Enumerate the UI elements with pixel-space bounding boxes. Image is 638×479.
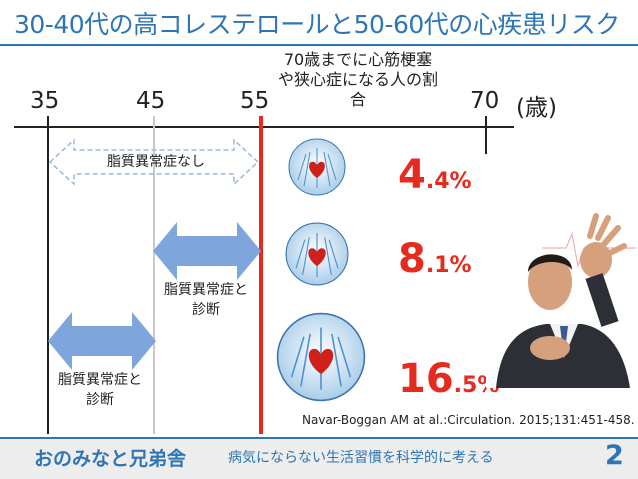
label-diagnosed-45: 脂質異常症と診断 <box>164 282 248 318</box>
brand-name: おのみなと兄弟舎 <box>34 448 187 470</box>
timeline-axis <box>14 126 514 128</box>
footer-divider <box>0 437 638 439</box>
label-no-dyslipidemia: 脂質異常症なし <box>107 154 205 170</box>
arrow-diagnosed-45 <box>153 222 261 280</box>
tick-label-55: 55 <box>240 88 270 114</box>
arrow-no-dyslipidemia <box>48 138 260 186</box>
footer-tagline: 病気にならない生活習慣を科学的に考える <box>228 450 494 466</box>
chest-pain-photo <box>486 208 636 388</box>
risk-percent-diagnosed-35: 16.5% <box>398 356 499 402</box>
page-number: 2 <box>605 440 624 471</box>
age-70-tick <box>485 116 487 154</box>
title-divider <box>0 44 638 46</box>
age-45-line <box>153 116 155 434</box>
risk-percent-diagnosed-45: 8.1% <box>398 236 472 282</box>
label-diagnosed-35: 脂質異常症と診断 <box>58 372 142 408</box>
arrow-diagnosed-35 <box>48 312 156 370</box>
risk-percent-decimal: .1% <box>425 253 472 278</box>
tick-label-35: 35 <box>30 88 60 114</box>
footer-bar <box>0 437 638 479</box>
risk-percent-integer: 8 <box>398 236 426 282</box>
axis-unit-label: (歳) <box>516 95 557 121</box>
risk-percent-decimal: .4% <box>425 169 472 194</box>
tick-label-70: 70 <box>470 88 500 114</box>
risk-percent-integer: 16 <box>398 356 454 402</box>
age-35-line <box>47 116 49 434</box>
heart-anatomy-icon <box>288 138 346 196</box>
citation: Navar-Boggan AM at al.:Circulation. 2015… <box>302 413 635 427</box>
age-55-line <box>259 116 263 434</box>
heart-anatomy-icon <box>285 222 349 286</box>
heart-anatomy-icon <box>276 312 366 402</box>
risk-percent-integer: 4 <box>398 152 426 198</box>
risk-percent-no-dyslipidemia: 4.4% <box>398 152 472 198</box>
page-title: 30-40代の高コレステロールと50-60代の心疾患リスク <box>14 10 620 39</box>
outcome-note: 70歳までに心筋梗塞や狭心症になる人の割合 <box>278 50 439 109</box>
tick-label-45: 45 <box>136 88 166 114</box>
